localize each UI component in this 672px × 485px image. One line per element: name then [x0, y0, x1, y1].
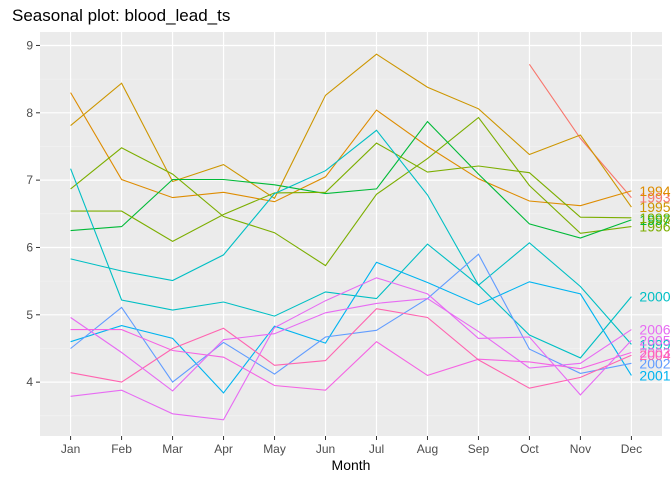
series-label-1996: 1996 — [639, 219, 670, 235]
x-tick-label: Jun — [316, 442, 335, 456]
x-tick-label: Oct — [520, 442, 539, 456]
y-tick-label: 4 — [26, 375, 33, 389]
x-axis-title: Month — [332, 457, 371, 473]
series-label-2005: 2005 — [639, 332, 670, 348]
x-tick-label: Jul — [369, 442, 384, 456]
series-line-2002 — [70, 253, 632, 383]
series-line-2001 — [70, 261, 632, 394]
series-label-1997: 1997 — [639, 212, 670, 228]
y-tick-label: 5 — [26, 308, 33, 322]
y-tick-label: 6 — [26, 240, 33, 254]
y-tick-label: 8 — [26, 106, 33, 120]
series-label-2000: 2000 — [639, 289, 670, 305]
series-line-1995 — [70, 53, 632, 208]
series-line-2003 — [70, 329, 632, 391]
y-tick-label: 9 — [26, 38, 33, 52]
x-tick-label: Aug — [417, 442, 438, 456]
series-label-2003: 2003 — [639, 345, 670, 361]
plot-panel — [40, 32, 662, 436]
series-line-2004 — [70, 308, 632, 389]
series-label-1999: 1999 — [639, 336, 670, 352]
series-label-1994: 1994 — [639, 183, 670, 199]
y-tick-label: 7 — [26, 173, 33, 187]
series-line-2006 — [70, 298, 632, 392]
series-label-1993: 1993 — [639, 190, 670, 206]
x-tick-label: Jan — [61, 442, 80, 456]
series-line-1994 — [70, 92, 632, 207]
series-label-1998: 1998 — [639, 210, 670, 226]
x-tick-label: Mar — [162, 442, 183, 456]
x-tick-label: Dec — [621, 442, 642, 456]
series-label-2001: 2001 — [639, 367, 670, 383]
chart-title: Seasonal plot: blood_lead_ts — [12, 6, 231, 25]
series-line-1999 — [70, 129, 632, 345]
x-tick-label: May — [263, 442, 286, 456]
x-tick-label: Nov — [570, 442, 591, 456]
series-line-1993 — [528, 63, 632, 198]
series-line-2005 — [70, 277, 632, 421]
series-label-2006: 2006 — [639, 322, 670, 338]
x-tick-label: Feb — [111, 442, 132, 456]
x-tick-label: Apr — [214, 442, 233, 456]
series-line-2000 — [70, 168, 632, 359]
x-tick-label: Sep — [468, 442, 490, 456]
series-label-2004: 2004 — [639, 347, 670, 363]
series-label-2002: 2002 — [639, 355, 670, 371]
series-line-1998 — [70, 142, 632, 243]
series-label-1995: 1995 — [639, 199, 670, 215]
series-line-1997 — [70, 120, 632, 239]
series-line-1996 — [70, 116, 632, 267]
